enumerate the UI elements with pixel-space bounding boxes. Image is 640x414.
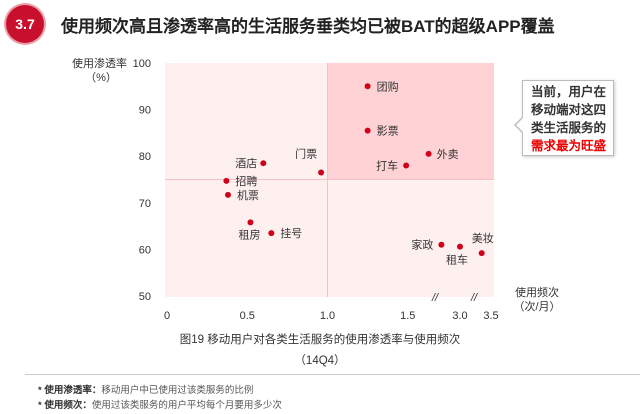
- data-label: 挂号: [280, 226, 302, 240]
- y-tick-label: 70: [139, 198, 151, 210]
- data-label: 打车: [376, 159, 398, 173]
- callout-highlight: 需求最为旺盛: [531, 139, 607, 153]
- data-point: [438, 241, 445, 248]
- data-point: [247, 219, 254, 226]
- data-point: [268, 230, 275, 237]
- data-point: [364, 127, 371, 134]
- x-tick-label: 1.0: [320, 310, 335, 322]
- callout-line: 类生活服务的: [531, 121, 607, 135]
- chart-subtitle: （14Q4）: [294, 355, 346, 367]
- y-tick-label: 90: [139, 105, 151, 117]
- data-label: 家政: [411, 238, 433, 252]
- y-axis-unit: （%）: [85, 71, 117, 84]
- divider: [25, 374, 640, 375]
- callout-box: 当前，用户在 移动端对这四 类生活服务的 需求最为旺盛: [514, 80, 614, 156]
- callout-line: 当前，用户在: [531, 85, 607, 99]
- data-label: 美妆: [472, 232, 494, 245]
- x-axis-unit: （次/月）: [513, 299, 560, 313]
- data-label: 门票: [295, 147, 317, 161]
- data-label: 租车: [446, 253, 468, 267]
- data-point: [260, 160, 267, 167]
- data-label: 机票: [237, 188, 259, 202]
- data-label: 团购: [377, 79, 399, 93]
- chart-title: 图19 移动用户对各类生活服务的使用渗透率与使用频次: [179, 334, 461, 346]
- x-axis-label: 使用频次: [515, 285, 559, 299]
- data-label: 影票: [377, 125, 399, 138]
- axis-break-mark: //: [431, 292, 439, 304]
- y-tick-label: 100: [133, 58, 151, 70]
- x-tick-label: 3.0: [452, 310, 467, 322]
- data-point: [224, 191, 231, 198]
- data-point: [318, 169, 325, 176]
- data-point: [223, 177, 230, 184]
- x-tick-label: 0: [164, 310, 170, 322]
- x-tick-label: 0.5: [240, 310, 255, 322]
- x-tick-label: 1.5: [400, 310, 415, 322]
- data-label: 租房: [238, 228, 260, 241]
- data-point: [457, 243, 463, 250]
- x-tick-label: 3.5: [483, 310, 498, 322]
- y-tick-label: 50: [139, 291, 151, 303]
- section-badge: 3.7: [6, 5, 44, 43]
- data-label: 招聘: [235, 174, 257, 188]
- data-point: [403, 162, 410, 169]
- highlight-quadrant: [327, 63, 494, 180]
- y-tick-label: 80: [139, 151, 151, 163]
- callout-line: 移动端对这四: [531, 103, 607, 117]
- y-tick-label: 60: [139, 244, 151, 256]
- data-label: 外卖: [437, 148, 459, 161]
- data-point: [425, 150, 432, 157]
- footnote-penetration: * 使用渗透率：移动用户中已使用过该类服务的比例: [38, 385, 254, 396]
- data-point: [478, 250, 485, 257]
- page-title: 使用频次高且渗透率高的生活服务垂类均已被BAT的超级APP覆盖: [61, 17, 555, 36]
- data-label: 酒店: [235, 156, 257, 170]
- y-axis-label: 使用渗透率: [72, 56, 127, 70]
- data-point: [364, 83, 371, 90]
- footnote-frequency: * 使用频次：使用过该类服务的用户平均每个月要用多少次: [38, 400, 282, 411]
- axis-break-mark: //: [470, 292, 478, 304]
